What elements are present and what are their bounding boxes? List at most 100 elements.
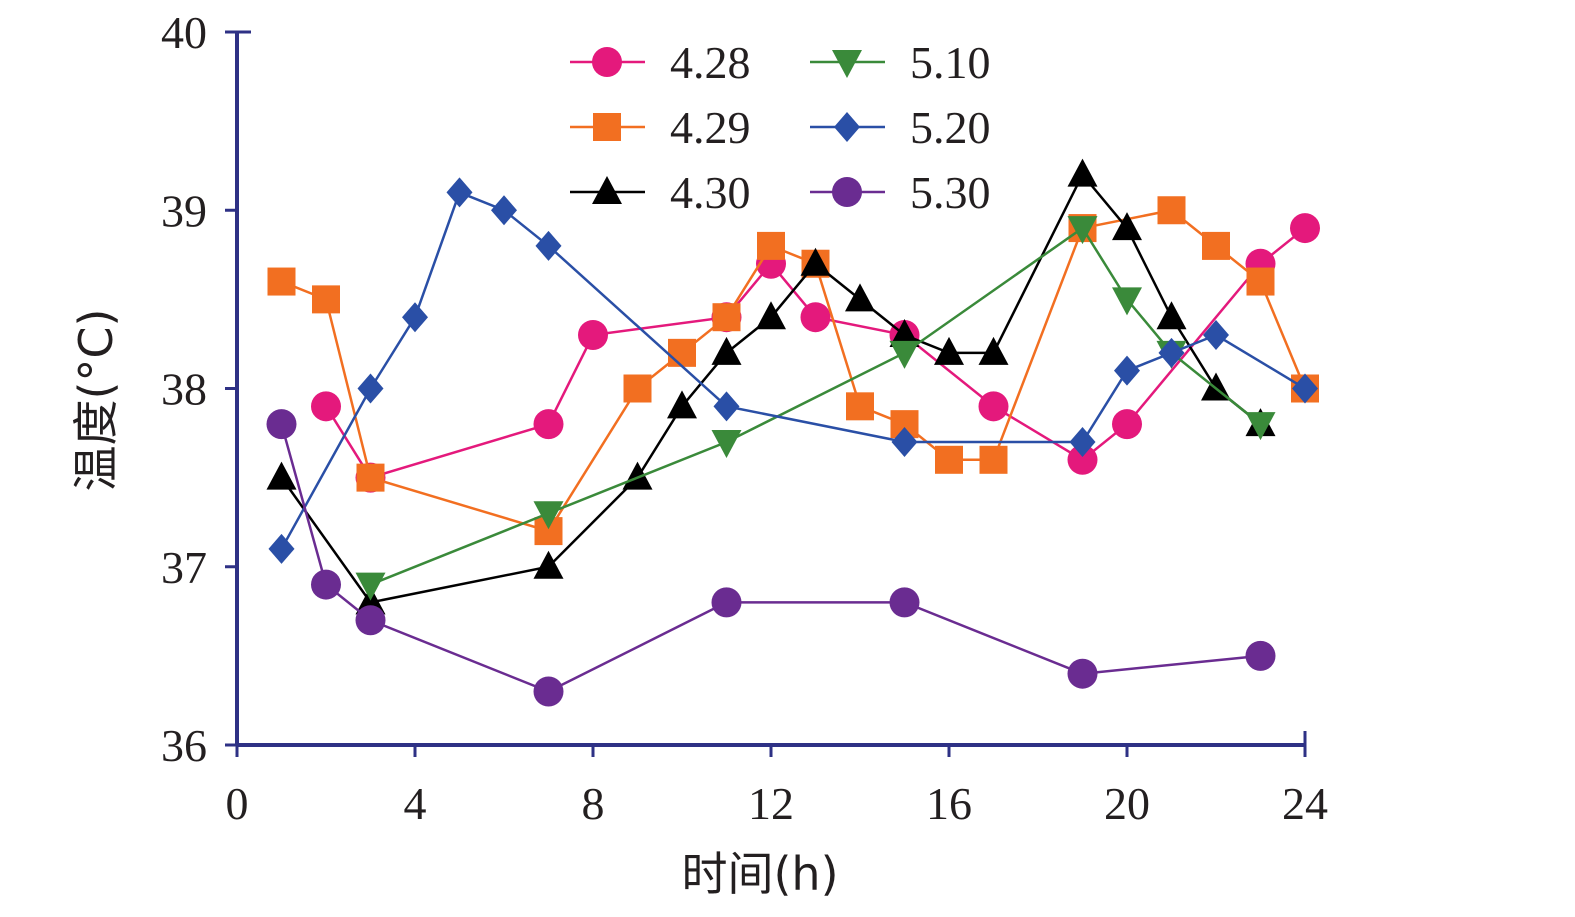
legend-marker <box>592 47 622 77</box>
series-5.30 <box>266 409 1276 707</box>
legend-label: 4.29 <box>670 102 751 153</box>
data-point <box>935 445 963 474</box>
data-point <box>934 336 964 365</box>
data-point <box>1292 373 1318 404</box>
x-tick-label: 4 <box>404 778 427 829</box>
series-line <box>280 190 1306 550</box>
data-point <box>889 319 920 348</box>
data-point <box>1156 301 1187 330</box>
data-point <box>1246 267 1275 296</box>
legend: 4.28 4.29 4.30 5.10 5.20 5.30 <box>570 37 991 218</box>
data-point <box>578 320 608 351</box>
data-point <box>711 587 742 618</box>
legend-item: 4.30 <box>570 167 751 218</box>
data-point <box>491 195 517 226</box>
legend-marker <box>593 113 621 141</box>
data-point <box>711 336 742 365</box>
tick-group: 0 4 8 12 16 20 24 36 37 38 39 40 <box>161 7 1328 829</box>
data-point <box>533 501 564 530</box>
legend-item: 5.30 <box>810 167 991 218</box>
data-point <box>311 391 341 422</box>
data-point <box>267 267 296 296</box>
legend-item: 5.10 <box>810 37 991 88</box>
y-tick-label: 40 <box>161 7 207 58</box>
data-point <box>711 429 742 458</box>
data-point <box>1069 426 1096 457</box>
data-point <box>756 301 786 330</box>
legend-marker <box>832 50 862 78</box>
data-point <box>757 231 785 260</box>
data-point <box>355 605 386 636</box>
data-point <box>266 409 297 440</box>
data-point <box>311 569 341 600</box>
legend-marker <box>592 176 622 204</box>
data-point <box>846 392 874 421</box>
data-point <box>268 533 295 564</box>
legend-item: 4.28 <box>570 37 751 88</box>
data-point <box>1067 658 1098 689</box>
legend-label: 5.30 <box>910 167 991 218</box>
legend-marker <box>832 177 862 207</box>
data-point <box>1067 158 1098 187</box>
data-point <box>1245 640 1276 671</box>
legend-label: 5.20 <box>910 102 991 153</box>
y-tick-label: 36 <box>161 720 207 771</box>
data-point <box>1157 196 1186 225</box>
y-axis-title: 温度(°C) <box>69 308 123 491</box>
legend-label: 4.30 <box>670 167 751 218</box>
x-tick-label: 16 <box>926 778 972 829</box>
legend-marker <box>834 112 860 142</box>
data-point <box>356 463 385 492</box>
data-point <box>1112 287 1142 316</box>
data-point <box>845 283 875 312</box>
data-point <box>1290 213 1320 244</box>
x-tick-label: 0 <box>226 778 249 829</box>
data-point <box>978 336 1009 365</box>
data-point <box>355 572 386 601</box>
data-point <box>622 461 653 490</box>
data-point <box>357 373 384 404</box>
legend-item: 5.20 <box>810 102 991 153</box>
series-4.30 <box>266 158 1276 615</box>
data-point <box>533 409 564 440</box>
legend-label: 4.28 <box>670 37 751 88</box>
y-tick-label: 37 <box>161 542 207 593</box>
data-point <box>446 177 473 208</box>
data-point <box>668 338 696 367</box>
data-point <box>1067 216 1098 245</box>
data-point <box>978 391 1009 422</box>
data-point <box>712 303 741 332</box>
legend-label: 5.10 <box>910 37 991 88</box>
data-point <box>1112 409 1142 440</box>
data-point <box>266 461 297 490</box>
y-tick-label: 38 <box>161 364 207 415</box>
data-point <box>889 340 920 369</box>
x-tick-label: 8 <box>582 778 605 829</box>
series-5.10 <box>355 216 1276 601</box>
data-point <box>1158 337 1185 368</box>
x-tick-label: 12 <box>748 778 794 829</box>
x-axis-title: 时间(h) <box>681 847 838 901</box>
series-layer <box>266 158 1320 707</box>
x-tick-label: 20 <box>1104 778 1150 829</box>
data-point <box>1114 355 1140 386</box>
data-point <box>1112 212 1142 241</box>
data-point <box>1202 231 1230 260</box>
y-tick-label: 39 <box>161 185 207 236</box>
data-point <box>889 587 920 618</box>
series-4.29 <box>267 196 1319 546</box>
data-point <box>800 302 831 333</box>
data-point <box>979 445 1008 474</box>
axes: 时间(h) 温度(°C) <box>69 30 1307 901</box>
data-point <box>667 390 697 419</box>
data-point <box>1203 320 1229 351</box>
data-point <box>312 285 340 314</box>
data-point <box>1245 412 1276 441</box>
series-5.20 <box>268 177 1318 564</box>
data-point <box>891 426 918 457</box>
data-point <box>533 676 564 707</box>
data-point <box>402 302 428 333</box>
series-line <box>280 423 1261 693</box>
